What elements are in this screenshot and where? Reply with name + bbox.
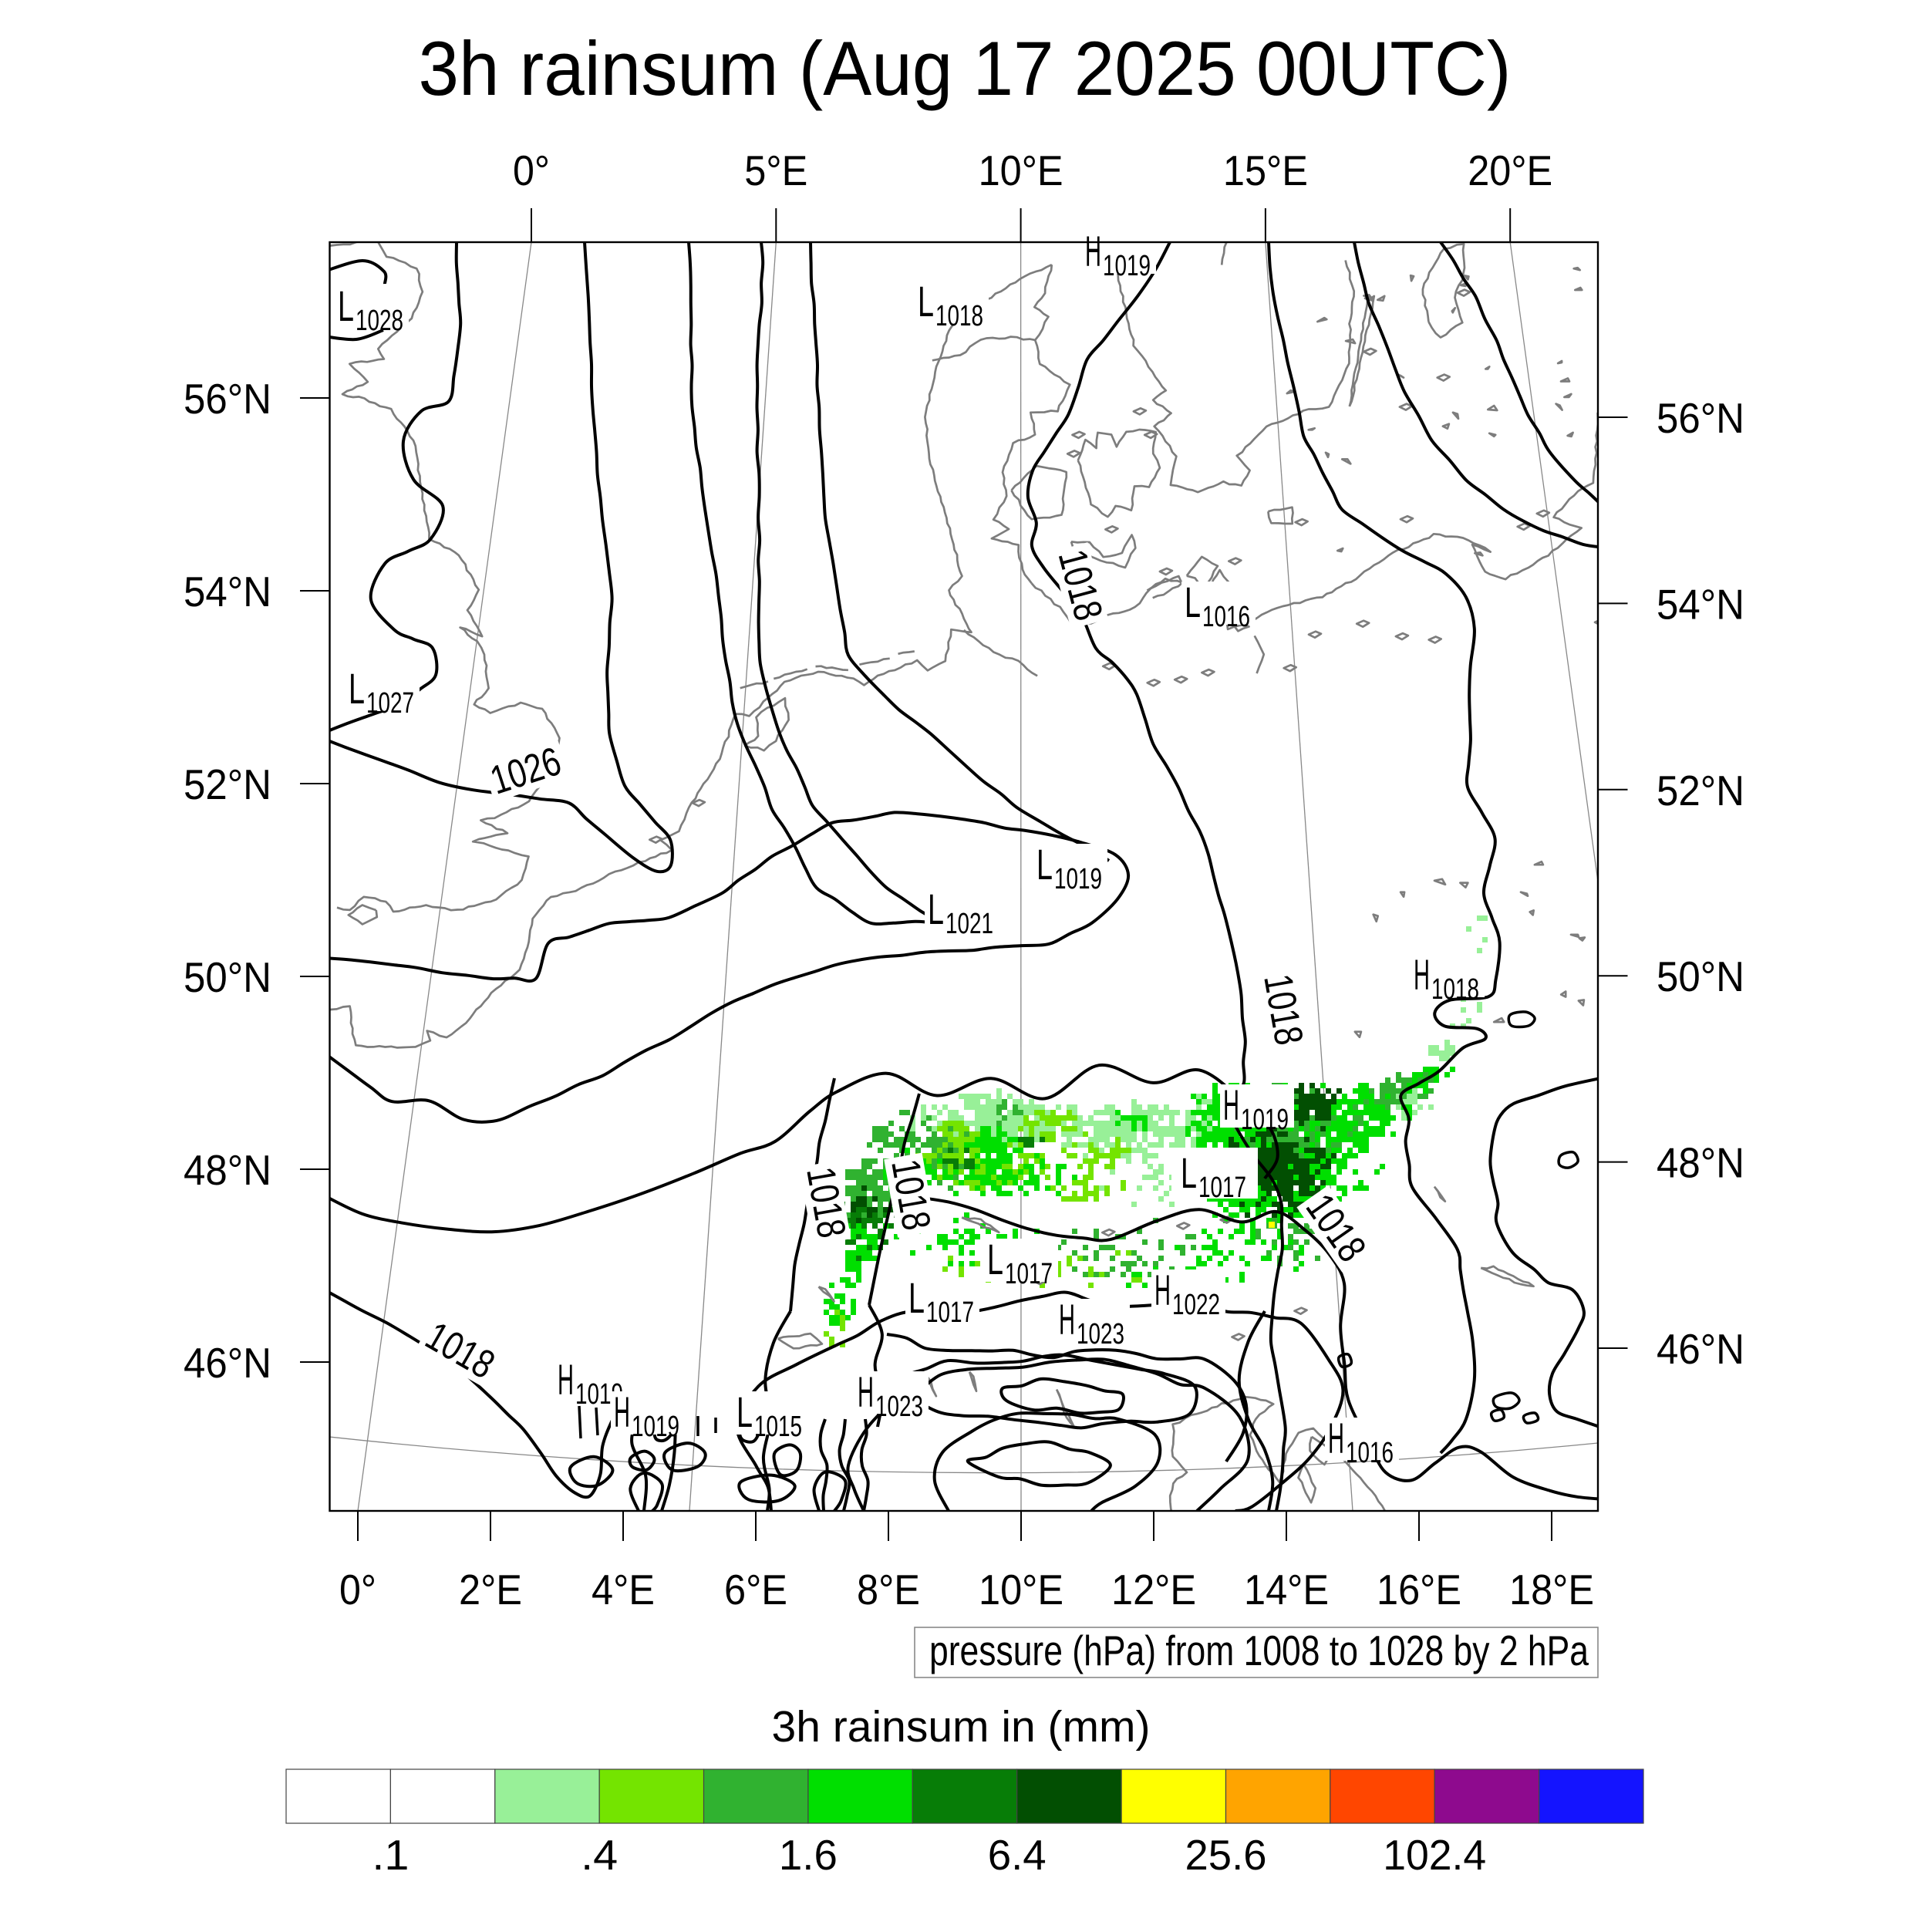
svg-text:52°N: 52°N — [1657, 767, 1744, 814]
svg-text:H: H — [1085, 227, 1101, 275]
svg-text:L: L — [987, 1235, 1003, 1283]
svg-text:3h rainsum (Aug 17 2025 00UTC): 3h rainsum (Aug 17 2025 00UTC) — [419, 25, 1512, 111]
svg-text:8°E: 8°E — [857, 1566, 920, 1613]
svg-text:0°: 0° — [339, 1566, 376, 1613]
svg-text:H: H — [1414, 950, 1430, 999]
svg-text:48°N: 48°N — [184, 1146, 271, 1194]
svg-text:1016: 1016 — [1202, 601, 1250, 633]
svg-text:56°N: 56°N — [1657, 394, 1744, 442]
svg-text:1019: 1019 — [1103, 250, 1151, 282]
svg-text:1019: 1019 — [632, 1411, 679, 1443]
svg-text:1023: 1023 — [875, 1391, 923, 1423]
svg-text:L: L — [908, 1273, 925, 1322]
svg-text:12°E: 12°E — [1111, 1566, 1196, 1613]
svg-text:1022: 1022 — [1172, 1289, 1220, 1321]
svg-text:56°N: 56°N — [184, 375, 271, 423]
svg-text:10°E: 10°E — [979, 147, 1063, 194]
svg-text:L: L — [338, 282, 354, 330]
svg-text:1023: 1023 — [1077, 1318, 1124, 1350]
svg-text:1018: 1018 — [1431, 973, 1479, 1006]
svg-text:1015: 1015 — [754, 1411, 802, 1443]
svg-text:1028: 1028 — [356, 305, 403, 337]
svg-text:6.4: 6.4 — [988, 1831, 1047, 1879]
svg-text:16°E: 16°E — [1377, 1566, 1461, 1613]
svg-text:L: L — [1185, 578, 1201, 626]
svg-text:15°E: 15°E — [1223, 147, 1308, 194]
svg-text:54°N: 54°N — [1657, 580, 1744, 628]
svg-text:1017: 1017 — [1005, 1258, 1053, 1290]
svg-text:3h rainsum in (mm): 3h rainsum in (mm) — [772, 1702, 1151, 1752]
svg-text:H: H — [1154, 1266, 1171, 1314]
svg-text:4°E: 4°E — [592, 1566, 655, 1613]
svg-text:pressure (hPa) from 1008 to 10: pressure (hPa) from 1008 to 1028 by 2 hP… — [929, 1627, 1589, 1674]
svg-text:1027: 1027 — [366, 687, 414, 720]
svg-text:H: H — [1059, 1295, 1075, 1344]
svg-text:10°E: 10°E — [979, 1566, 1063, 1613]
svg-text:0°: 0° — [513, 147, 550, 194]
svg-text:6°E: 6°E — [724, 1566, 787, 1613]
svg-text:H: H — [614, 1387, 630, 1436]
svg-text:48°N: 48°N — [1657, 1139, 1744, 1187]
svg-text:2°E: 2°E — [459, 1566, 522, 1613]
svg-text:14°E: 14°E — [1244, 1566, 1329, 1613]
svg-text:1017: 1017 — [926, 1296, 974, 1329]
svg-text:L: L — [1036, 840, 1053, 888]
svg-text:1019: 1019 — [1241, 1104, 1289, 1136]
svg-text:50°N: 50°N — [1657, 953, 1744, 1000]
svg-text:1016: 1016 — [1346, 1437, 1394, 1469]
svg-text:.1: .1 — [372, 1831, 409, 1879]
svg-text:1021: 1021 — [945, 908, 993, 940]
svg-text:102.4: 102.4 — [1383, 1831, 1486, 1879]
svg-text:18°E: 18°E — [1509, 1566, 1594, 1613]
svg-text:1.6: 1.6 — [779, 1831, 838, 1879]
svg-text:1017: 1017 — [1198, 1172, 1246, 1204]
svg-text:L: L — [928, 885, 944, 933]
svg-text:25.6: 25.6 — [1185, 1831, 1267, 1879]
svg-text:54°N: 54°N — [184, 568, 271, 615]
svg-text:1018: 1018 — [935, 300, 983, 332]
svg-text:.4: .4 — [581, 1831, 618, 1879]
svg-text:H: H — [1223, 1081, 1239, 1129]
svg-text:52°N: 52°N — [184, 760, 271, 808]
svg-text:L: L — [736, 1387, 753, 1436]
svg-text:H: H — [1328, 1414, 1344, 1462]
svg-text:1019: 1019 — [1054, 863, 1102, 895]
svg-text:20°E: 20°E — [1468, 147, 1552, 194]
svg-text:H: H — [558, 1355, 574, 1404]
svg-text:5°E: 5°E — [744, 147, 807, 194]
svg-text:50°N: 50°N — [184, 953, 271, 1001]
svg-text:L: L — [349, 664, 365, 713]
svg-text:L: L — [918, 277, 934, 325]
svg-text:H: H — [858, 1367, 874, 1416]
svg-text:L: L — [1181, 1148, 1197, 1197]
svg-text:46°N: 46°N — [184, 1339, 271, 1387]
svg-text:46°N: 46°N — [1657, 1325, 1744, 1373]
